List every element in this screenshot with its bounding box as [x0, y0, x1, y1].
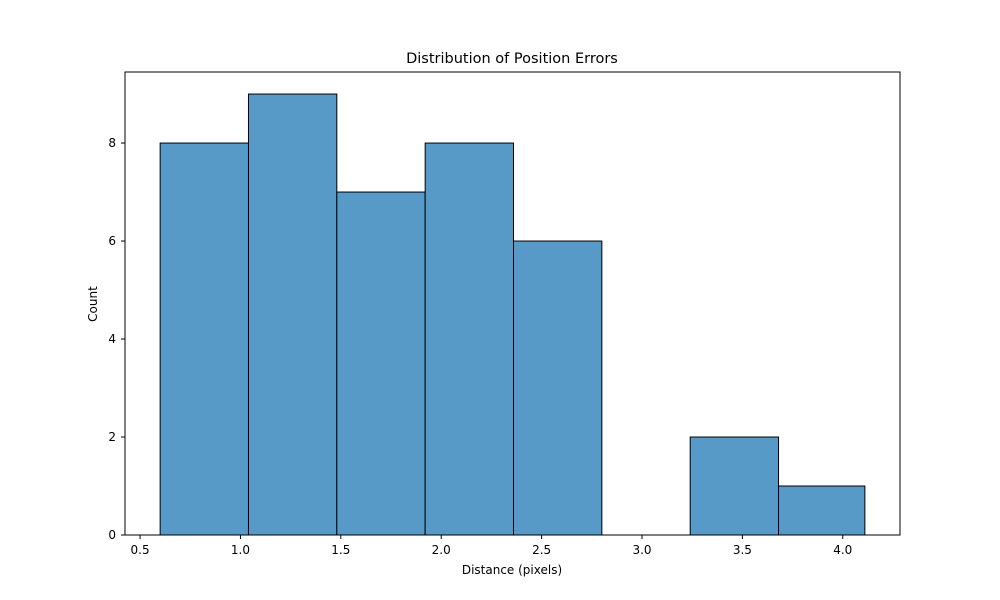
y-tick-label-0: 0 — [108, 528, 116, 542]
histogram-bar-0 — [159, 142, 249, 536]
bars-group — [159, 93, 866, 536]
y-tick-label-3: 6 — [108, 234, 116, 248]
x-tick-label-4: 2.5 — [532, 543, 551, 557]
x-axis-label: Distance (pixels) — [462, 563, 562, 577]
y-tick-label-1: 2 — [108, 430, 116, 444]
x-tick-label-5: 3.0 — [632, 543, 651, 557]
x-tick-label-3: 2.0 — [432, 543, 451, 557]
histogram-bar-1 — [247, 93, 338, 536]
x-tick-label-0: 0.5 — [131, 543, 150, 557]
x-tick-label-7: 4.0 — [833, 543, 852, 557]
x-axis-ticks: 0.5 1.0 1.5 2.0 2.5 3.0 3.5 4.0 — [131, 535, 852, 557]
y-axis-label: Count — [86, 286, 100, 322]
chart-title: Distribution of Position Errors — [406, 51, 618, 67]
y-tick-label-2: 4 — [108, 332, 116, 346]
x-tick-label-2: 1.5 — [331, 543, 350, 557]
y-axis-ticks: 0 2 4 6 8 — [108, 136, 125, 542]
x-tick-label-1: 1.0 — [231, 543, 250, 557]
histogram-bar-6 — [689, 436, 780, 536]
histogram-bar-2 — [336, 191, 426, 536]
histogram-bar-4 — [513, 240, 603, 536]
histogram-bar-7 — [778, 485, 866, 536]
plot-frame — [124, 71, 901, 536]
x-tick-label-6: 3.5 — [733, 543, 752, 557]
histogram-bar-3 — [424, 142, 515, 536]
y-tick-label-4: 8 — [108, 136, 116, 150]
